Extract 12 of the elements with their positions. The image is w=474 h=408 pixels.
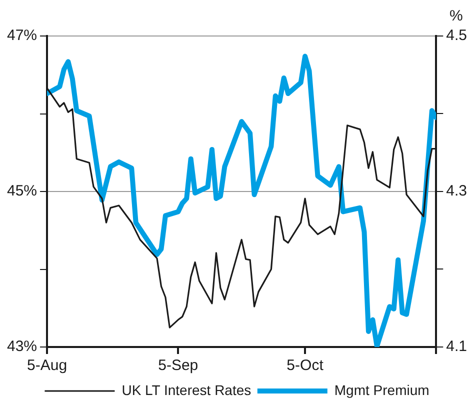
- x-tick-label: 5-Aug: [27, 357, 68, 374]
- x-tick-label: 5-Oct: [286, 357, 324, 374]
- y2-axis-title: %: [449, 8, 463, 25]
- legend-label: UK LT Interest Rates: [122, 382, 252, 398]
- y2-tick-label: 4.1: [446, 338, 468, 356]
- legend-label: Mgmt Premium: [334, 382, 430, 398]
- y-tick-label: 43%: [6, 338, 38, 356]
- y-tick-label: 47%: [6, 27, 38, 44]
- y-tick-label: 45%: [6, 182, 38, 200]
- y2-tick-label: 4.3: [446, 182, 468, 200]
- y2-tick-label: 4.5: [446, 27, 468, 44]
- x-tick-label: 5-Sep: [158, 357, 198, 374]
